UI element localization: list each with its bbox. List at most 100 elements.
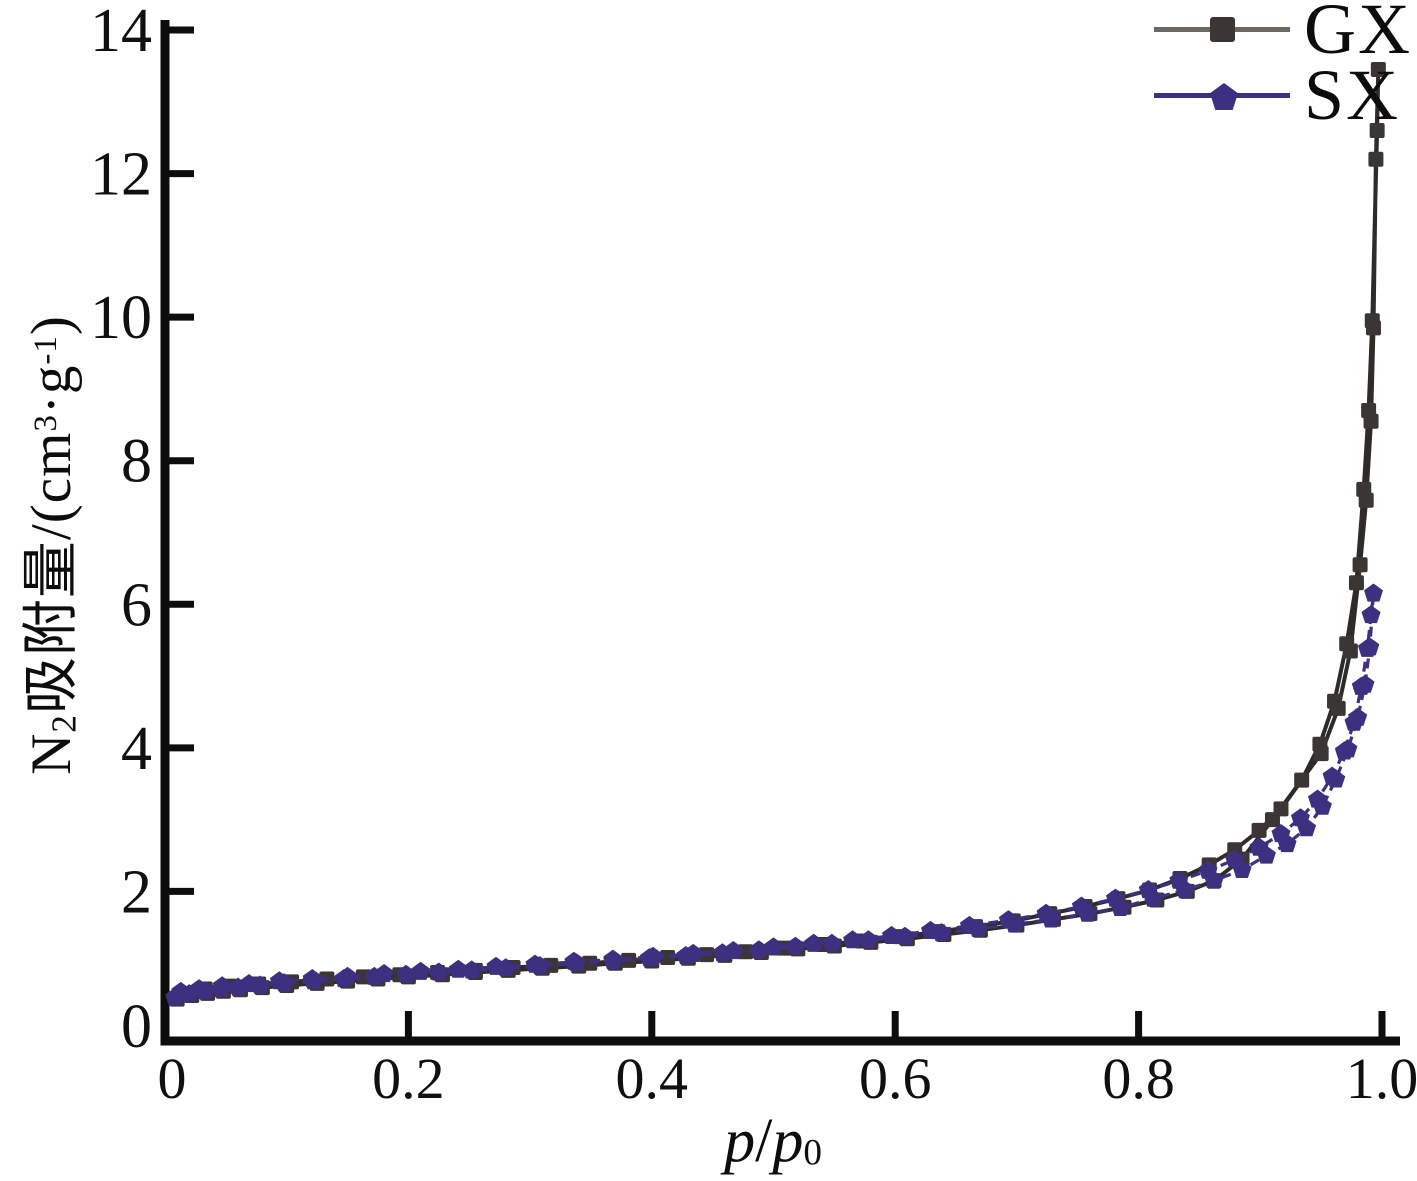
sx-legend-label: SX <box>1304 55 1401 135</box>
y-title-element: N <box>20 732 83 775</box>
gx-data-point <box>1294 772 1310 788</box>
x-title-denominator: p <box>772 1107 804 1175</box>
sx-data-point <box>462 960 482 979</box>
gx-legend-label: GX <box>1304 0 1412 69</box>
y-title-exponent: 3 <box>27 414 64 432</box>
sx-data-point <box>239 974 259 993</box>
legend: GX SX <box>1152 0 1412 135</box>
sx-data-point <box>643 946 663 965</box>
gx-data-point <box>1312 736 1328 752</box>
sx-data-point <box>269 971 289 990</box>
sx-data-point <box>723 941 743 960</box>
x-tick-label: 0.8 <box>1102 1046 1175 1111</box>
gx-square-marker-icon <box>1210 17 1235 42</box>
gx-data-point <box>1364 313 1380 329</box>
sx-data-point <box>959 915 979 934</box>
y-tick-label: 6 <box>121 571 152 639</box>
gx-data-point <box>1368 151 1384 167</box>
gx-data-point <box>1369 123 1385 138</box>
gx-data-point <box>1251 822 1267 838</box>
sx-data-point <box>683 943 703 962</box>
sx-data-point <box>374 964 394 983</box>
sx-data-point <box>1036 903 1056 922</box>
x-title-subscript: 0 <box>803 1132 822 1174</box>
sx-data-point <box>1225 849 1245 868</box>
sx-data-point <box>1106 888 1125 907</box>
x-title-numerator: p <box>724 1107 756 1175</box>
axis-ticks-layer: 0 0.2 0.4 0.6 0.8 1.0 0 2 4 6 8 10 12 14 <box>90 0 1417 1111</box>
sx-data-point <box>998 910 1018 929</box>
series-layer <box>165 61 1386 1007</box>
gx-data-point <box>1348 575 1364 591</box>
sx-data-point <box>804 933 824 952</box>
sx-data-point <box>822 933 842 952</box>
sx-data-point <box>882 925 902 944</box>
gx-data-point <box>660 949 676 965</box>
sx-data-point <box>212 976 232 995</box>
gx-data-point <box>1327 693 1343 709</box>
sx-data-point <box>1308 789 1327 808</box>
y-axis-title: N2吸附量/(cm3·g-1) <box>5 315 87 775</box>
legend-item-gx: GX <box>1152 0 1412 69</box>
sx-data-point <box>171 981 191 1000</box>
x-tick-label: 0.2 <box>372 1046 445 1111</box>
sx-data-point <box>1357 638 1377 657</box>
y-title-text: 吸附量/(cm <box>20 431 83 715</box>
y-tick-label: 8 <box>121 428 152 496</box>
y-tick-label: 10 <box>90 284 152 352</box>
sx-data-point <box>603 949 623 968</box>
sx-data-point <box>338 966 358 985</box>
sx-data-point <box>1344 712 1364 731</box>
gx-data-point <box>1352 557 1368 573</box>
sx-data-point <box>1249 837 1269 856</box>
sx-data-point <box>858 930 878 949</box>
sx-data-point <box>302 969 322 988</box>
sx-data-point <box>1198 860 1218 879</box>
sx-data-point <box>1351 676 1371 695</box>
series-gx-line <box>176 67 1381 1002</box>
series-sx-markers <box>165 583 1383 1006</box>
sx-data-point <box>1071 896 1091 915</box>
x-axis-title: p/p0 <box>724 1106 822 1177</box>
y-tick-label: 14 <box>90 0 152 65</box>
x-tick-label: 0.4 <box>616 1046 689 1111</box>
sx-data-point <box>411 961 431 980</box>
sx-data-point <box>564 951 584 970</box>
sx-data-point <box>921 920 940 939</box>
y-title-subscript: 2 <box>44 714 84 733</box>
sx-data-point <box>396 964 416 983</box>
legend-item-sx: SX <box>1152 55 1412 135</box>
gx-data-point <box>1370 61 1386 77</box>
sx-data-point <box>843 930 863 949</box>
sx-data-point <box>486 956 506 975</box>
y-tick-label: 12 <box>90 141 152 209</box>
sx-data-point <box>1169 870 1189 889</box>
sx-data-point <box>1334 741 1354 760</box>
gx-data-point <box>1356 481 1372 497</box>
gx-data-point <box>1273 801 1289 817</box>
sx-data-point <box>1322 766 1342 785</box>
sx-data-point <box>1361 605 1381 624</box>
sx-data-point <box>429 962 449 981</box>
x-tick-label: 0 <box>158 1046 187 1111</box>
y-title-unit: ·g <box>20 364 83 415</box>
sx-legend-sample <box>1152 80 1298 110</box>
y-tick-label: 4 <box>121 715 152 783</box>
sx-data-point <box>525 954 545 973</box>
gx-data-point <box>1339 636 1355 652</box>
sx-data-point <box>1271 824 1291 843</box>
sx-pentagon-marker-icon <box>1210 83 1238 110</box>
sx-data-point <box>1138 880 1158 899</box>
gx-data-point <box>1361 402 1377 418</box>
sx-data-point <box>764 937 783 956</box>
sx-data-point <box>1291 808 1310 827</box>
x-title-slash: / <box>755 1107 773 1175</box>
x-tick-label: 1.0 <box>1346 1046 1417 1111</box>
x-tick-label: 0.6 <box>859 1046 932 1111</box>
y-tick-label: 0 <box>121 993 152 1061</box>
sx-data-point <box>448 959 468 978</box>
gx-legend-sample <box>1152 14 1298 44</box>
sx-data-point <box>749 940 769 959</box>
